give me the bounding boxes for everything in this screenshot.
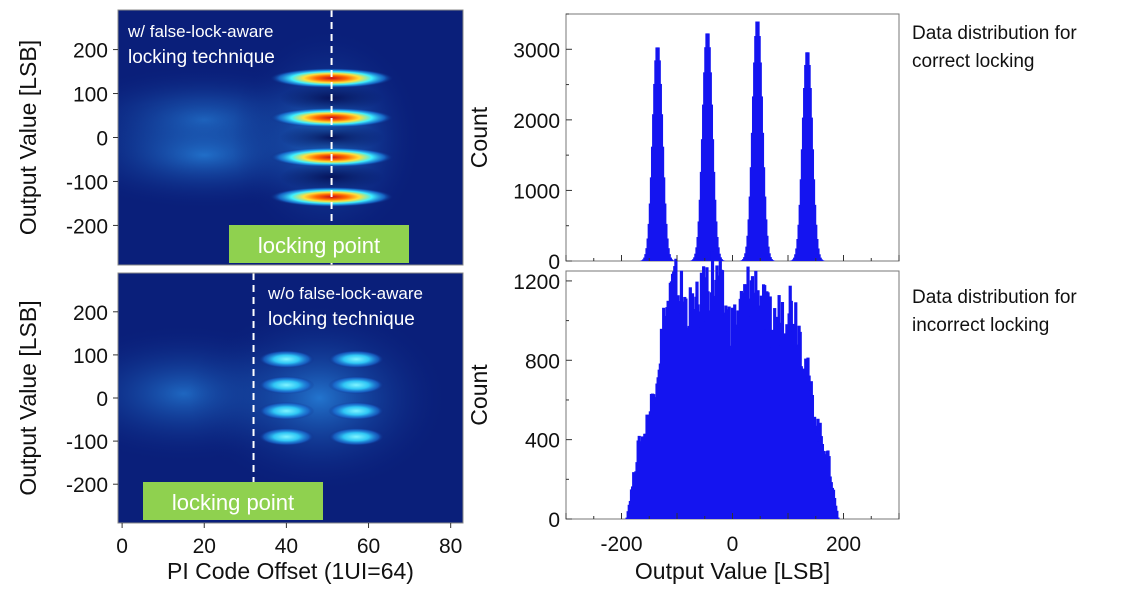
histogram-bar: [720, 260, 725, 261]
y-tick-label: 0: [548, 251, 560, 274]
technique-annotation-line-2: locking technique: [268, 309, 415, 330]
y-tick-label: 100: [73, 84, 108, 107]
x-tick-label: 20: [193, 535, 216, 558]
y-tick-label: 0: [96, 128, 108, 151]
eye-trace: [328, 427, 385, 446]
histogram-bar: [768, 257, 772, 261]
locking-label: locking point: [172, 490, 294, 515]
x-tick-label: -200: [600, 533, 642, 556]
y-tick-label: 0: [96, 388, 108, 411]
histogram-bottom: [565, 251, 900, 520]
histogram-bar: [668, 257, 672, 261]
histogram-bar: [718, 257, 722, 261]
y-axis-label: Output Value [LSB]: [15, 40, 41, 235]
histogram-frame: [565, 13, 900, 262]
eye-trace: [328, 350, 385, 369]
histogram-bar: [820, 260, 825, 261]
y-tick-label: 100: [73, 345, 108, 368]
histogram-bar: [669, 259, 674, 261]
x-tick-label: 60: [357, 535, 380, 558]
x-axis-label: Output Value [LSB]: [635, 558, 830, 584]
technique-annotation-line-2: locking technique: [128, 47, 275, 68]
y-tick-label: -200: [66, 215, 108, 238]
y-tick-label: 200: [73, 40, 108, 63]
y-tick-label: 0: [548, 509, 560, 532]
histogram-bar: [836, 517, 840, 519]
eye-opening: [279, 123, 384, 152]
y-tick-label: 400: [525, 430, 560, 453]
eye-trace: [258, 350, 315, 369]
y-tick-label: -100: [66, 171, 108, 194]
heatmap-plot-area: locking point w/ false-lock-aware locking …: [118, 10, 463, 265]
eye-trace: [269, 68, 394, 89]
x-tick-label: 80: [439, 535, 462, 558]
eye-trace: [258, 401, 315, 420]
y-tick-label: 800: [525, 350, 560, 373]
x-tick-label: 200: [826, 533, 861, 556]
x-tick-label: 0: [116, 535, 128, 558]
x-tick-label: 0: [727, 533, 739, 556]
eye-trace: [258, 427, 315, 446]
heat-haze: [189, 303, 450, 493]
heatmap-bottom: locking point w/o false-lock-aware locking…: [117, 272, 464, 524]
histogram-bar: [819, 259, 823, 261]
y-axis-label: Output Value [LSB]: [15, 300, 41, 495]
locking-label-box: [229, 225, 409, 263]
y-axis-label: Count: [466, 106, 492, 168]
histogram-bar: [835, 510, 839, 519]
y-axis-label: Count: [466, 364, 492, 426]
histogram-bar: [770, 260, 775, 261]
heatmap-top: locking point w/ false-lock-aware locking …: [117, 9, 464, 266]
y-tick-label: -100: [66, 431, 108, 454]
eye-trace: [328, 376, 385, 395]
y-tick-label: 1200: [513, 271, 560, 294]
histogram-top: [565, 13, 900, 262]
locking-label-box: [143, 482, 323, 520]
histogram-bar: [818, 257, 822, 261]
annotation-correct-locking: Data distribution for correct locking: [912, 23, 1077, 72]
x-tick-label: 40: [275, 535, 298, 558]
eye-trace: [269, 107, 394, 128]
technique-annotation-line-1: w/ false-lock-aware: [127, 22, 274, 41]
histogram-bar: [670, 260, 675, 261]
eye-trace: [328, 401, 385, 420]
x-axis-label: PI Code Offset (1UI=64): [167, 558, 414, 584]
technique-annotation-line-1: w/o false-lock-aware: [267, 284, 423, 303]
y-tick-label: 3000: [513, 39, 560, 62]
annotation-incorrect-locking: Data distribution for incorrect locking: [912, 287, 1077, 336]
y-tick-label: 2000: [513, 110, 560, 133]
y-tick-label: 1000: [513, 180, 560, 203]
locking-label: locking point: [258, 233, 380, 258]
heatmap-plot-area: locking point w/o false-lock-aware locking…: [118, 273, 463, 523]
histogram-bar: [719, 259, 723, 261]
y-tick-label: 200: [73, 302, 108, 325]
y-tick-label: -200: [66, 474, 108, 497]
histogram-bar: [769, 259, 773, 261]
eye-trace: [258, 376, 315, 395]
eye-opening: [279, 163, 384, 192]
